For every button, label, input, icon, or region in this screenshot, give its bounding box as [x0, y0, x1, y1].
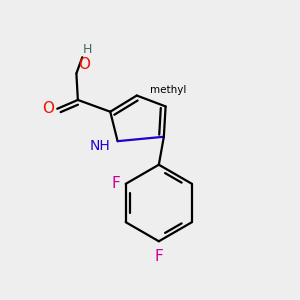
Text: F: F — [154, 249, 163, 264]
Text: F: F — [111, 176, 120, 191]
Text: NH: NH — [89, 139, 110, 153]
Text: O: O — [42, 101, 54, 116]
Text: methyl: methyl — [150, 85, 186, 94]
Text: H: H — [83, 43, 92, 56]
Text: O: O — [78, 57, 90, 72]
